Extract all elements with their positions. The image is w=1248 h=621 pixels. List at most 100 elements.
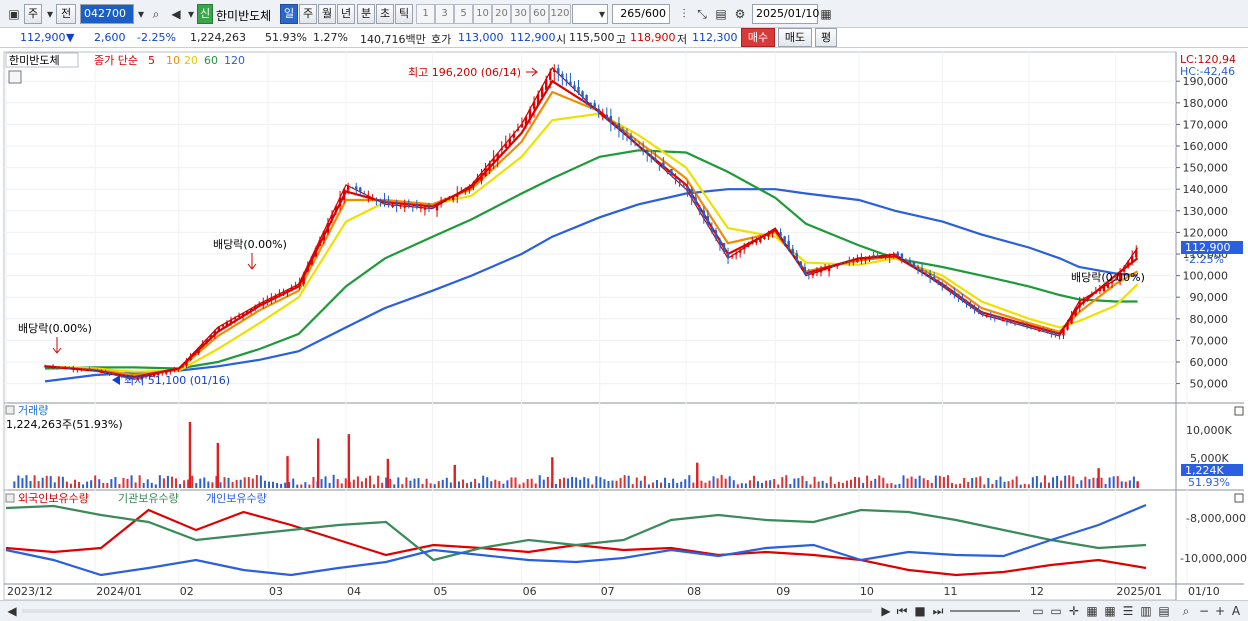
list-icon[interactable]: ☰ bbox=[1122, 604, 1134, 618]
chevron-down-icon[interactable]: ▾ bbox=[187, 7, 195, 21]
period-week-tab[interactable]: 주 bbox=[299, 4, 317, 24]
volume-bar bbox=[360, 481, 363, 488]
candle-body bbox=[565, 79, 568, 82]
search-icon[interactable]: ⌕ bbox=[152, 7, 160, 21]
mode-tab[interactable]: 전 bbox=[56, 4, 76, 24]
volume-bar bbox=[78, 481, 81, 488]
interval-10[interactable]: 10 bbox=[473, 4, 492, 24]
interval-5[interactable]: 5 bbox=[454, 4, 473, 24]
volume-bar bbox=[288, 481, 291, 488]
candle-body bbox=[488, 163, 491, 171]
interval-20[interactable]: 20 bbox=[492, 4, 511, 24]
interval-custom-input[interactable] bbox=[572, 4, 608, 24]
forward-icon[interactable]: ⏭ bbox=[932, 604, 944, 618]
x-tick-label: 07 bbox=[601, 585, 615, 598]
price-tick-label: 90,000 bbox=[1190, 291, 1229, 304]
candle-body bbox=[363, 193, 366, 195]
volume-bar bbox=[312, 477, 315, 488]
chart-type-icon[interactable]: ⫶ bbox=[682, 7, 686, 21]
scroll-right-icon[interactable]: ▶ bbox=[881, 604, 891, 618]
chevron-down-icon[interactable]: ▾ bbox=[137, 7, 145, 21]
grid-icon[interactable]: ▦ bbox=[1104, 604, 1116, 618]
interval-120[interactable]: 120 bbox=[549, 4, 571, 24]
gear-icon[interactable]: ⚙ bbox=[734, 7, 746, 21]
candle-body bbox=[763, 235, 766, 239]
pane-close-icon[interactable] bbox=[1234, 406, 1244, 416]
layout-icon[interactable]: ▭ bbox=[1032, 604, 1044, 618]
interval-1[interactable]: 1 bbox=[416, 4, 435, 24]
period-month-tab[interactable]: 월 bbox=[318, 4, 336, 24]
candle-body bbox=[670, 169, 673, 176]
period-day-tab[interactable]: 일 bbox=[280, 4, 298, 24]
buy-button[interactable]: 매수 bbox=[741, 28, 775, 47]
candle-body bbox=[662, 162, 665, 169]
candle-body bbox=[496, 153, 499, 161]
speaker-icon[interactable]: ◀ bbox=[171, 7, 181, 21]
interval-30[interactable]: 30 bbox=[511, 4, 530, 24]
volume-bar bbox=[377, 475, 380, 488]
candle-body bbox=[152, 374, 156, 377]
candle-body bbox=[815, 272, 819, 274]
interval-60[interactable]: 60 bbox=[530, 4, 549, 24]
zoom-slider[interactable] bbox=[950, 610, 1020, 612]
chevron-down-icon[interactable]: ▾ bbox=[598, 7, 606, 21]
rewind-icon[interactable]: ⏮ bbox=[896, 604, 908, 618]
save-icon[interactable]: ▤ bbox=[715, 7, 727, 21]
period-second-tab[interactable]: 초 bbox=[376, 4, 394, 24]
draw-tool-icon[interactable]: ⤡ bbox=[697, 7, 707, 21]
market-tab[interactable]: 주 bbox=[24, 4, 42, 24]
eval-button[interactable]: 평 bbox=[815, 28, 837, 47]
volume-bar bbox=[575, 477, 578, 488]
pane-close-icon[interactable] bbox=[1234, 493, 1244, 503]
current-price-tag bbox=[1181, 241, 1243, 254]
volume-bar bbox=[474, 478, 477, 488]
font-size-icon[interactable]: A bbox=[1231, 604, 1241, 618]
legend-stock-name: 한미반도체 bbox=[9, 54, 60, 67]
volume-bar bbox=[583, 477, 586, 488]
holding-axis-8m: -8,000,000 bbox=[1186, 512, 1246, 525]
candle-body bbox=[997, 316, 1001, 320]
volume-bar bbox=[308, 484, 311, 488]
chevron-down-icon[interactable]: ▾ bbox=[46, 7, 54, 21]
sell-button[interactable]: 매도 bbox=[778, 28, 812, 47]
volume-bar bbox=[809, 484, 812, 488]
chart-icon[interactable]: ▥ bbox=[1140, 604, 1152, 618]
candle-body bbox=[884, 255, 887, 257]
volume-tag-text: 1,224K bbox=[1185, 464, 1224, 477]
table-icon[interactable] bbox=[8, 70, 22, 84]
legend-ma-10: 10 bbox=[166, 54, 180, 67]
settings-icon[interactable]: ▦ bbox=[1086, 604, 1098, 618]
date-input[interactable]: 2025/01/10 bbox=[752, 4, 819, 24]
candle-body bbox=[690, 189, 693, 199]
candle-body bbox=[318, 239, 322, 246]
scroll-track[interactable] bbox=[22, 609, 872, 613]
window-menu-icon[interactable]: ▣ bbox=[8, 7, 20, 21]
volume-bar bbox=[926, 480, 929, 488]
zoom-in-icon[interactable]: + bbox=[1214, 604, 1226, 618]
layout-icon[interactable]: ▭ bbox=[1050, 604, 1062, 618]
zoom-icon[interactable]: ⌕ bbox=[1182, 604, 1190, 618]
zoom-out-icon[interactable]: − bbox=[1198, 604, 1210, 618]
dividend-arrow-1 bbox=[52, 337, 62, 354]
candle-body bbox=[1102, 286, 1106, 292]
count-input[interactable]: 265/600 bbox=[612, 4, 670, 24]
stop-icon[interactable]: ■ bbox=[914, 604, 926, 618]
volume-bar bbox=[223, 477, 226, 488]
candle-body bbox=[423, 207, 427, 210]
calendar-icon[interactable]: ▦ bbox=[820, 7, 832, 21]
table-view-icon[interactable]: ▤ bbox=[1158, 604, 1170, 618]
period-year-tab[interactable]: 년 bbox=[337, 4, 355, 24]
interval-3[interactable]: 3 bbox=[435, 4, 454, 24]
scroll-left-icon[interactable]: ◀ bbox=[7, 604, 17, 618]
candle-body bbox=[1131, 255, 1134, 262]
chart-area[interactable]: 190,000 180,000 170,000 160,000 150,000 140,0… bbox=[0, 48, 1248, 600]
pane-handle[interactable] bbox=[5, 493, 15, 503]
candle-body bbox=[791, 248, 794, 256]
candle-body bbox=[282, 291, 285, 293]
volume-bar bbox=[478, 483, 481, 488]
crosshair-icon[interactable]: ✛ bbox=[1068, 604, 1080, 618]
period-minute-tab[interactable]: 분 bbox=[357, 4, 375, 24]
pane-handle[interactable] bbox=[5, 405, 15, 415]
code-input[interactable]: 042700 bbox=[80, 4, 134, 24]
period-tick-tab[interactable]: 틱 bbox=[395, 4, 413, 24]
